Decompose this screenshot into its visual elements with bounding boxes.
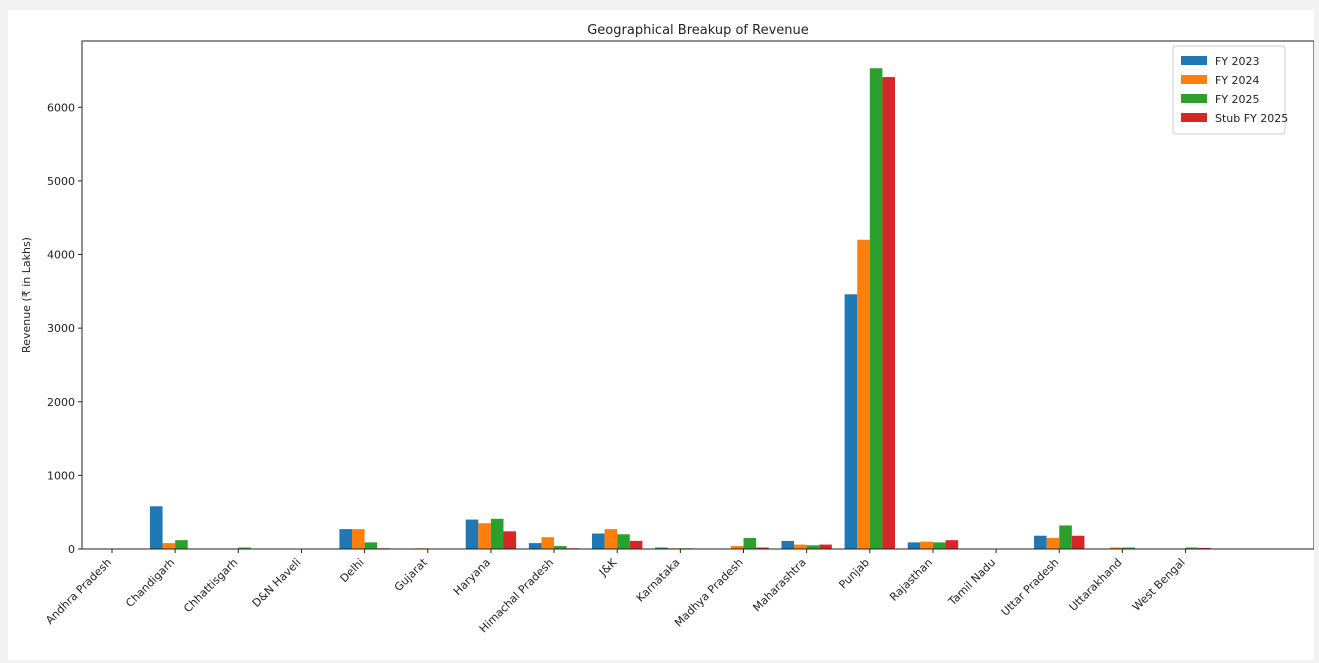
bar-fy-2025-10 — [743, 537, 757, 549]
bar-stub-fy-2025-13 — [945, 540, 959, 549]
bar-fy-2024-6 — [478, 523, 491, 549]
y-tick-label-4: 4000 — [47, 249, 75, 262]
bar-fy-2023-12 — [844, 294, 858, 549]
y-axis-label: Revenue (₹ in Lakhs) — [20, 237, 33, 353]
legend-swatch-3 — [1181, 113, 1207, 122]
bar-fy-2023-9 — [655, 547, 668, 549]
bar-fy-2025-2 — [238, 547, 251, 549]
bar-fy-2023-8 — [592, 533, 605, 549]
x-tick-label-6: Haryana — [451, 556, 493, 598]
legend-label-0: FY 2023 — [1215, 55, 1260, 68]
bar-fy-2024-7 — [541, 537, 555, 549]
x-tick-label-11: Maharashtra — [750, 556, 808, 614]
bar-stub-fy-2025-10 — [756, 547, 769, 549]
bar-fy-2025-1 — [175, 540, 188, 549]
bar-fy-2023-15 — [1034, 535, 1047, 549]
bar-fy-2023-4 — [339, 529, 352, 549]
bar-fy-2024-13 — [920, 541, 933, 549]
x-tick-label-5: Gujarat — [392, 555, 431, 594]
bar-stub-fy-2025-15 — [1071, 535, 1085, 549]
y-tick-label-0: 0 — [68, 543, 75, 556]
legend-swatch-1 — [1181, 75, 1207, 84]
bar-fy-2025-11 — [806, 545, 820, 549]
bar-fy-2025-13 — [932, 542, 946, 549]
chart-title: Geographical Breakup of Revenue — [587, 23, 809, 38]
bar-stub-fy-2025-12 — [882, 77, 895, 549]
bar-stub-fy-2025-6 — [503, 531, 517, 549]
x-tick-label-12: Punjab — [836, 556, 871, 591]
chart-figure: Geographical Breakup of Revenue Revenue … — [8, 10, 1314, 660]
x-tick-label-17: West Bengal — [1130, 556, 1188, 614]
bar-fy-2025-4 — [364, 542, 378, 549]
bar-fy-2025-17 — [1185, 547, 1199, 549]
x-tick-label-3: D&N Haveli — [250, 556, 304, 610]
bar-fy-2023-1 — [149, 506, 163, 549]
bar-fy-2024-11 — [794, 544, 807, 549]
bar-stub-fy-2025-8 — [629, 540, 643, 549]
x-tick-label-15: Uttar Pradesh — [999, 556, 1062, 619]
bar-stub-fy-2025-17 — [1198, 547, 1211, 549]
x-tick-label-4: Delhi — [337, 556, 366, 585]
legend-box — [1172, 45, 1286, 135]
bar-fy-2024-12 — [857, 239, 870, 549]
y-tick-label-3: 3000 — [47, 322, 75, 335]
x-tick-label-0: Andhra Pradesh — [43, 556, 114, 627]
legend-swatch-0 — [1181, 56, 1207, 65]
legend-label-1: FY 2024 — [1215, 74, 1260, 87]
legend-label-2: FY 2025 — [1215, 93, 1260, 106]
bar-fy-2023-11 — [781, 540, 795, 549]
y-tick-label-2: 2000 — [47, 396, 75, 409]
x-tick-label-13: Rajasthan — [887, 556, 935, 604]
bar-fy-2024-10 — [730, 546, 744, 549]
x-tick-label-10: Madhya Pradesh — [672, 556, 746, 630]
bar-fy-2025-7 — [554, 546, 567, 549]
bar-fy-2024-1 — [162, 543, 176, 549]
x-tick-label-16: Uttarakhand — [1067, 556, 1125, 614]
x-tick-label-14: Tamil Nadu — [945, 556, 998, 609]
y-tick-label-1: 1000 — [47, 469, 75, 482]
legend-label-3: Stub FY 2025 — [1215, 112, 1288, 125]
x-tick-label-2: Chhattisgarh — [181, 556, 240, 615]
bar-stub-fy-2025-11 — [819, 544, 832, 549]
bar-fy-2025-6 — [490, 518, 504, 549]
bar-fy-2025-15 — [1059, 525, 1072, 549]
x-tick-label-9: Karnataka — [634, 556, 683, 605]
bar-fy-2025-12 — [869, 68, 883, 550]
legend-swatch-2 — [1181, 94, 1207, 103]
bar-fy-2023-7 — [528, 543, 542, 549]
legend: FY 2023 FY 2024 FY 2025 Stub FY 2025 — [1172, 45, 1288, 135]
y-tick-label-6: 6000 — [47, 101, 75, 114]
bar-fy-2024-4 — [352, 529, 365, 549]
x-tick-label-8: J&K — [596, 555, 620, 579]
bar-chart: Geographical Breakup of Revenue Revenue … — [20, 23, 1314, 635]
bars-group — [149, 68, 1211, 550]
bar-fy-2023-13 — [907, 542, 921, 549]
y-tick-label-5: 5000 — [47, 175, 75, 188]
x-tick-label-1: Chandigarh — [123, 556, 177, 610]
bar-fy-2025-16 — [1122, 547, 1135, 549]
plot-frame — [81, 40, 1314, 550]
bar-fy-2024-15 — [1046, 537, 1060, 549]
bar-fy-2025-8 — [617, 534, 630, 549]
bar-fy-2024-16 — [1109, 547, 1123, 549]
bar-fy-2023-6 — [465, 519, 479, 549]
bar-fy-2024-8 — [604, 529, 618, 549]
